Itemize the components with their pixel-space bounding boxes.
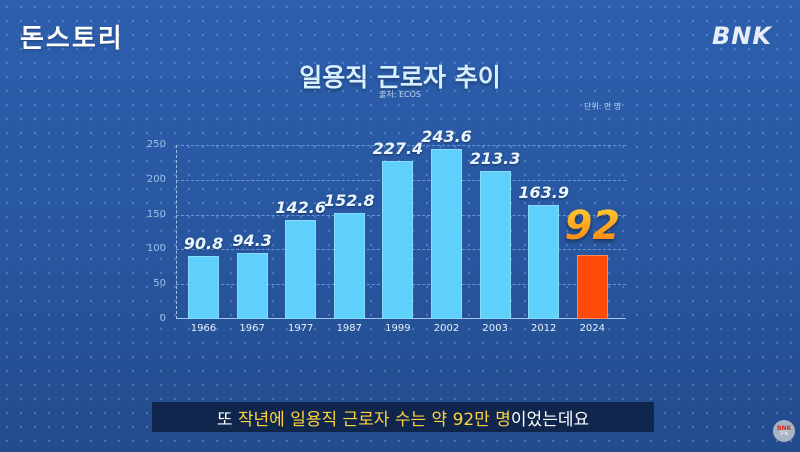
y-tick-label: 150 [146, 208, 166, 220]
bar-value-label: 243.6 [421, 127, 472, 147]
y-axis-line [176, 145, 177, 319]
y-tick-label: 100 [146, 243, 166, 255]
bar-value-label: 142.6 [275, 197, 326, 217]
subtitle-highlight: 작년에 일용직 근로자 수는 약 92만 명 [237, 409, 511, 430]
y-tick-label: 250 [146, 139, 166, 150]
subtitle-suffix: 이었는데요 [510, 409, 590, 430]
bar-highlight [576, 254, 608, 319]
x-tick-label: 1966 [190, 323, 217, 334]
x-tick-label: 1987 [336, 323, 363, 334]
bar-value-label: 227.4 [372, 138, 424, 158]
x-tick-label: 2024 [579, 323, 606, 334]
bar [236, 253, 268, 319]
x-tick-label: 1967 [239, 323, 265, 334]
subscribe-badge[interactable]: BNK 구독 [773, 420, 795, 442]
channel-logo: 돈스토리 [20, 24, 124, 54]
chart-unit: 단위: 만 명 [584, 102, 622, 111]
bar-value-label: 92 [557, 203, 627, 249]
x-tick-label: 1977 [287, 323, 314, 334]
bar [528, 204, 560, 319]
bar-chart-plot: 0 50 100 150 200 250 90.8 1966 94.3 1967 142.6 1977… [147, 127, 627, 334]
bar-value-label: 213.3 [469, 148, 521, 168]
subtitle-caption: 또 작년에 일용직 근로자 수는 약 92만 명 이었는데요 [152, 402, 654, 432]
y-tick-label: 0 [159, 313, 166, 324]
y-tick-label: 200 [146, 173, 166, 185]
y-tick-label: 50 [153, 278, 166, 290]
bar-value-label: 90.8 [183, 233, 224, 253]
x-tick-label: 2003 [482, 323, 508, 334]
bar-value-label: 163.9 [518, 182, 569, 202]
badge-brand: BNK [776, 424, 792, 432]
badge-subscribe: 구독 [779, 430, 789, 437]
gridline [176, 145, 626, 146]
chart-title: 일용직 근로자 추이 [299, 63, 501, 92]
x-tick-label: 2002 [433, 323, 460, 334]
bar [333, 212, 365, 319]
x-tick-label: 2012 [530, 323, 557, 334]
x-tick-label: 1999 [385, 323, 411, 334]
chart-source: 출처: ECOS [379, 90, 421, 99]
bar-value-label: 94.3 [232, 231, 272, 251]
bar [188, 255, 219, 319]
bar [479, 170, 511, 319]
bar [431, 149, 462, 319]
subtitle-prefix: 또 [216, 409, 238, 430]
bar-value-label: 152.8 [323, 190, 375, 210]
bar [382, 160, 414, 319]
bnk-logo: BNK [712, 22, 772, 50]
bar [285, 219, 317, 319]
